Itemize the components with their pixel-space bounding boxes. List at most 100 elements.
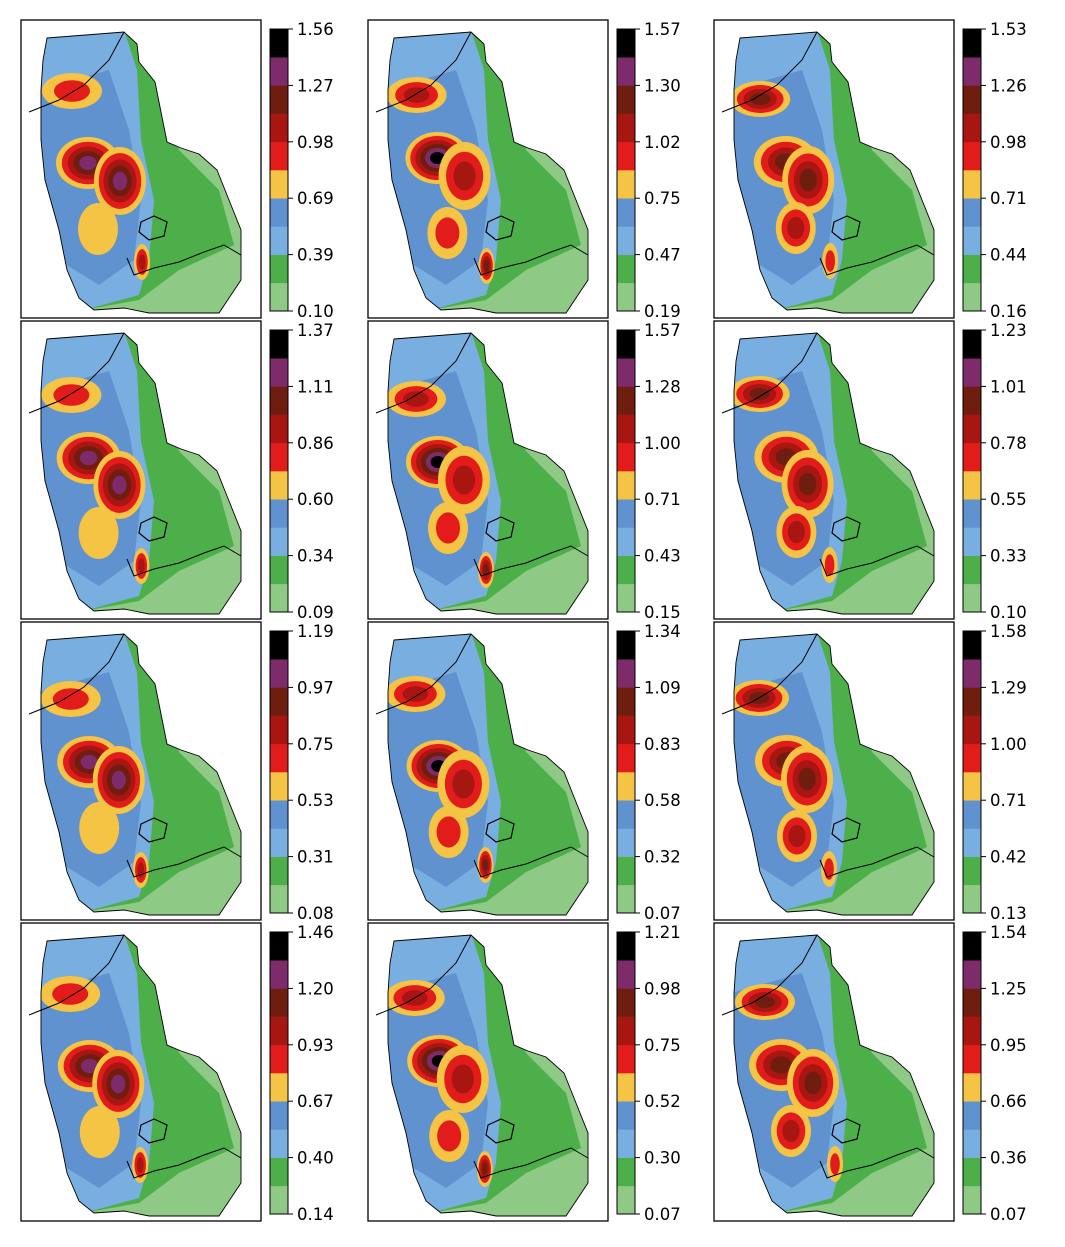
colorbar-segment-3 xyxy=(270,1101,288,1130)
contour-level-5 xyxy=(54,80,90,102)
border-line xyxy=(721,934,818,1016)
colorbar: 0.10 0.33 0.55 0.78 1.01 1.23 xyxy=(962,321,1027,622)
contour-level-6 xyxy=(452,465,476,495)
colorbar-segment-1 xyxy=(963,856,981,886)
contour-level-7 xyxy=(804,1071,822,1095)
colorbar-segment-2 xyxy=(617,828,635,857)
colorbar-segment-9 xyxy=(617,631,635,660)
colorbar-tick-label: 1.19 xyxy=(297,622,334,641)
colorbar-segment-8 xyxy=(963,659,981,688)
colorbar-segment-3 xyxy=(963,800,981,829)
colorbar-segment-8 xyxy=(617,659,635,688)
colorbar-segment-0 xyxy=(617,282,635,312)
contour-level-8 xyxy=(79,155,97,171)
colorbar-segment-1 xyxy=(617,254,635,284)
colorbar-tick-label: 0.83 xyxy=(644,735,681,754)
panel-7: 0.08 0.31 0.53 0.75 0.97 1.19 xyxy=(20,621,334,923)
colorbar: 0.07 0.32 0.58 0.83 1.09 1.34 xyxy=(616,622,681,923)
panel-3: 0.16 0.44 0.71 0.98 1.26 1.53 xyxy=(713,19,1027,321)
colorbar-segment-1 xyxy=(963,254,981,284)
border-line xyxy=(126,545,242,577)
contour-level-6 xyxy=(403,87,430,103)
colorbar-segment-8 xyxy=(617,57,635,86)
colorbar-tick-label: 0.98 xyxy=(297,133,334,152)
county-outline xyxy=(485,516,515,542)
colorbar-segment-6 xyxy=(963,113,981,143)
colorbar-segment-1 xyxy=(963,555,981,585)
contour-level-6 xyxy=(403,391,429,407)
colorbar-segment-9 xyxy=(270,631,288,660)
county-outline xyxy=(831,215,861,241)
panel-10: 0.14 0.40 0.67 0.93 1.20 1.46 xyxy=(20,922,334,1224)
colorbar-tick-label: 1.30 xyxy=(644,76,681,95)
colorbar-segment-3 xyxy=(617,800,635,829)
colorbar-segment-5 xyxy=(963,1044,981,1074)
colorbar-segment-0 xyxy=(617,583,635,613)
contour-level-6 xyxy=(453,161,476,191)
colorbar-segment-2 xyxy=(617,527,635,556)
colorbar-tick-label: 0.78 xyxy=(990,434,1027,453)
contour-level-5 xyxy=(825,250,835,272)
colorbar-tick-label: 1.11 xyxy=(297,377,334,396)
border-line xyxy=(819,545,935,577)
county-outline xyxy=(485,817,515,843)
colorbar-tick-label: 0.67 xyxy=(297,1092,334,1111)
colorbar-segment-7 xyxy=(617,85,635,114)
colorbar-segment-9 xyxy=(963,932,981,961)
colorbar: 0.10 0.39 0.69 0.98 1.27 1.56 xyxy=(269,20,334,321)
colorbar-segment-3 xyxy=(963,499,981,528)
colorbar-tick-label: 0.55 xyxy=(990,490,1027,509)
border-line xyxy=(473,244,589,276)
colorbar-segment-4 xyxy=(270,170,288,199)
colorbar-tick-label: 0.58 xyxy=(644,791,681,810)
contour-level-5 xyxy=(436,816,461,848)
contour-level-8 xyxy=(111,770,126,790)
contour-level-8 xyxy=(79,450,98,466)
contour-level-7 xyxy=(749,388,770,400)
colorbar: 0.07 0.30 0.52 0.75 0.98 1.21 xyxy=(616,923,681,1224)
colorbar-segment-0 xyxy=(963,884,981,914)
colorbar-segment-1 xyxy=(617,555,635,585)
colorbar-segment-3 xyxy=(270,800,288,829)
colorbar-segment-0 xyxy=(270,282,288,312)
colorbar-tick-label: 0.07 xyxy=(644,904,681,923)
contour-level-6 xyxy=(138,254,146,270)
colorbar-segment-2 xyxy=(270,828,288,857)
contour-level-5 xyxy=(436,512,460,544)
contour-level-8 xyxy=(80,754,98,770)
colorbar-segment-6 xyxy=(963,414,981,444)
contour-level-7 xyxy=(750,93,771,105)
colorbar-tick-label: 1.34 xyxy=(644,622,681,641)
contour-level-8 xyxy=(112,171,128,191)
contour-level-7 xyxy=(798,472,817,496)
colorbar-segment-9 xyxy=(270,330,288,359)
colorbar-frame xyxy=(269,931,289,1215)
contour-level-4 xyxy=(78,203,118,255)
colorbar-tick-label: 0.75 xyxy=(644,189,681,208)
colorbar-tick-label: 0.34 xyxy=(297,547,334,566)
colorbar-segment-5 xyxy=(270,743,288,773)
panel-11: 0.07 0.30 0.52 0.75 0.98 1.21 xyxy=(367,922,681,1224)
colorbar-segment-0 xyxy=(270,583,288,613)
colorbar-segment-6 xyxy=(617,414,635,444)
colorbar-tick-label: 0.16 xyxy=(990,302,1027,321)
colorbar-segment-3 xyxy=(617,198,635,227)
colorbar-frame xyxy=(269,630,289,914)
colorbar-tick-label: 0.95 xyxy=(990,1036,1027,1055)
colorbar: 0.13 0.42 0.71 1.00 1.29 1.58 xyxy=(962,622,1027,923)
colorbar-frame xyxy=(962,28,982,312)
colorbar-tick-label: 0.32 xyxy=(644,848,681,867)
colorbar-tick-label: 0.19 xyxy=(644,302,681,321)
colorbar: 0.16 0.44 0.71 0.98 1.26 1.53 xyxy=(962,20,1027,321)
contour-level-8 xyxy=(112,475,127,495)
contour-level-7 xyxy=(798,767,816,791)
contour-level-7 xyxy=(799,168,817,192)
panel-1: 0.10 0.39 0.69 0.98 1.27 1.56 xyxy=(20,19,334,321)
colorbar-segment-9 xyxy=(617,330,635,359)
border-line xyxy=(473,545,589,577)
colorbar-segment-3 xyxy=(270,499,288,528)
colorbar-segment-9 xyxy=(270,932,288,961)
colorbar: 0.19 0.47 0.75 1.02 1.30 1.57 xyxy=(616,20,681,321)
colorbar-segment-0 xyxy=(270,884,288,914)
colorbar-segment-2 xyxy=(270,527,288,556)
